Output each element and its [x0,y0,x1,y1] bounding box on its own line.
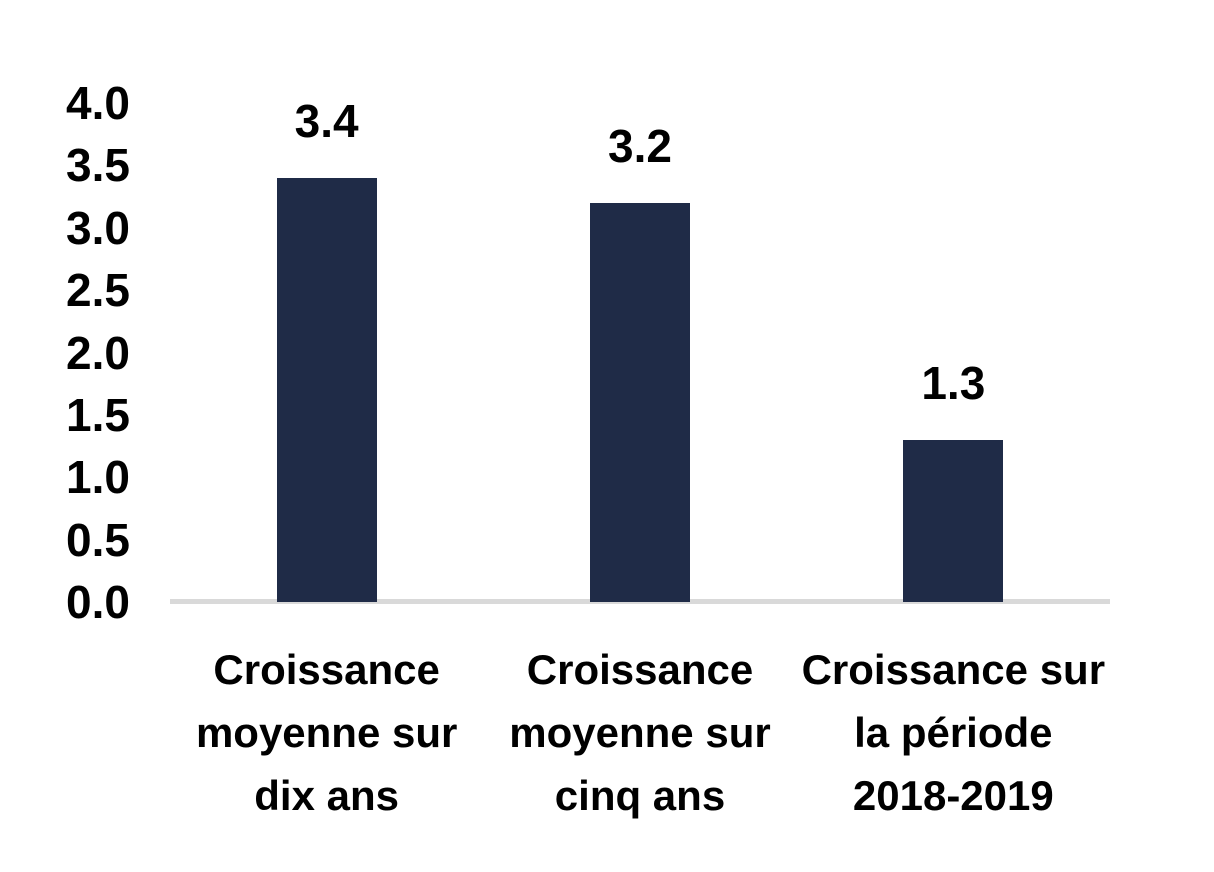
y-axis-tick-label: 1.0 [66,451,130,504]
bar [903,439,1004,602]
y-axis-tick-label: 2.0 [66,326,130,379]
category-label: Croissance moyenne sur dix ans [195,646,458,819]
y-axis-tick-label: 0.5 [66,513,130,566]
bar-value-label: 3.4 [294,94,359,147]
category-label: Croissance moyenne sur cinq ans [509,646,771,819]
category-label: Croissance sur la période 2018-2019 [801,646,1106,819]
bar [276,177,377,602]
y-axis-tick-label: 3.0 [66,201,130,254]
bar [590,202,690,602]
y-axis-tick-label: 0.0 [66,576,130,628]
bar-value-label: 3.2 [608,119,672,172]
bar-value-label: 1.3 [921,356,986,409]
y-axis-tick-label: 1.5 [66,388,130,441]
y-axis-tick-label: 3.5 [66,139,130,192]
y-axis-tick-label: 4.0 [66,77,130,129]
y-axis-tick-label: 2.5 [66,264,130,317]
